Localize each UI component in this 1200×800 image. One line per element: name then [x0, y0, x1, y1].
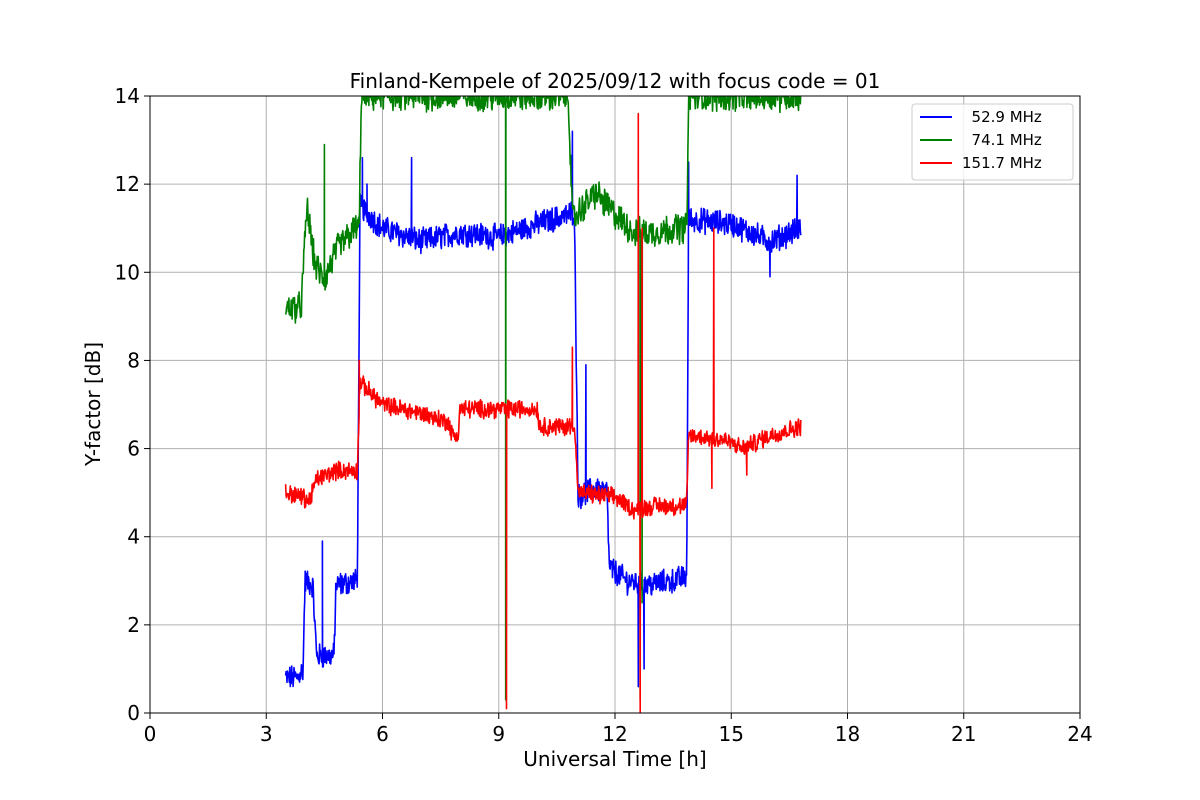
- y-axis-ticks: 0 2 4 6 8 10 12 14: [115, 84, 150, 725]
- x-tick-label: 9: [492, 722, 505, 746]
- legend: 52.9 MHz 74.1 MHz 151.7 MHz: [911, 103, 1074, 181]
- x-axis-label: Universal Time [h]: [523, 747, 706, 771]
- x-axis-ticks: 0 3 6 9 12 15 18 21 24: [144, 713, 1093, 746]
- chart-title: Finland-Kempele of 2025/09/12 with focus…: [350, 69, 881, 93]
- x-tick-label: 0: [144, 722, 157, 746]
- x-tick-label: 21: [951, 722, 976, 746]
- y-tick-label: 0: [127, 701, 140, 725]
- x-tick-label: 24: [1067, 722, 1092, 746]
- y-tick-label: 8: [127, 348, 140, 372]
- series-line-52-9-mhz: [284, 130, 802, 688]
- legend-label-151-7: 151.7 MHz: [962, 154, 1042, 172]
- x-tick-label: 12: [602, 722, 627, 746]
- y-tick-label: 4: [127, 525, 140, 549]
- legend-box: [911, 103, 1074, 181]
- series-line-151-7-mhz: [284, 112, 802, 713]
- y-tick-label: 10: [115, 260, 140, 284]
- x-tick-label: 6: [376, 722, 389, 746]
- legend-label-74-1: 74.1 MHz: [962, 131, 1042, 149]
- x-tick-label: 18: [835, 722, 860, 746]
- legend-label-52-9: 52.9 MHz: [962, 108, 1042, 126]
- y-tick-label: 12: [115, 172, 140, 196]
- y-tick-label: 2: [127, 613, 140, 637]
- y-tick-label: 14: [115, 84, 140, 108]
- series-layer: [284, 96, 802, 713]
- y-axis-label: Y-factor [dB]: [81, 342, 105, 467]
- x-tick-label: 3: [260, 722, 273, 746]
- y-tick-label: 6: [127, 437, 140, 461]
- series-line-74-1-mhz: [284, 96, 802, 701]
- x-tick-label: 15: [719, 722, 744, 746]
- grid: [149, 95, 1081, 714]
